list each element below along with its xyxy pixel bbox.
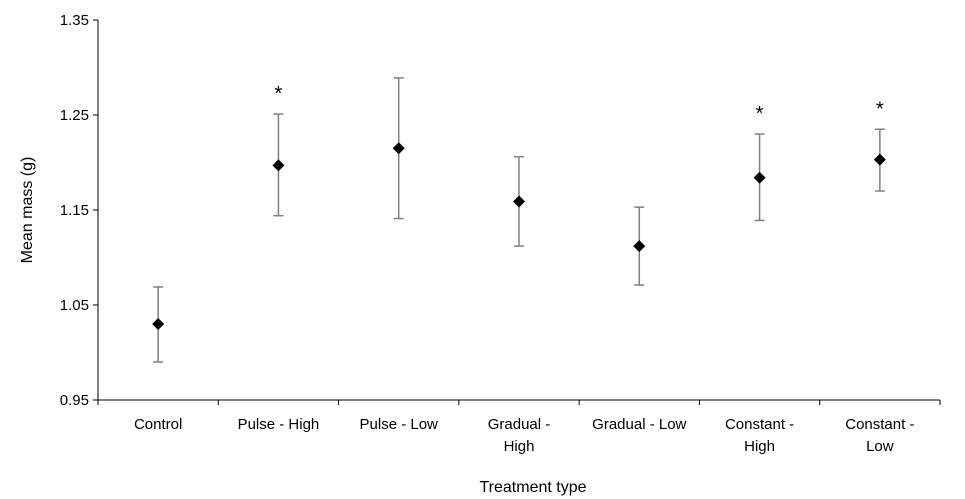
significance-asterisk: * (756, 103, 764, 125)
significance-asterisk: * (275, 83, 283, 105)
x-axis-title: Treatment type (479, 479, 586, 496)
y-axis-title: Mean mass (g) (19, 157, 36, 264)
data-point (513, 195, 525, 208)
data-point (272, 159, 285, 172)
error-bars (153, 77, 885, 363)
y-tick-label: 0.95 (60, 392, 89, 409)
significance-markers: * * * (275, 83, 884, 125)
x-tick-label: Control (134, 416, 182, 433)
x-tick-label: Pulse - Low (360, 416, 439, 433)
data-point (392, 142, 405, 155)
y-tick-label: 1.15 (60, 202, 89, 219)
x-tick-label: Constant -High (725, 416, 794, 455)
y-tick-label: 1.05 (60, 297, 89, 314)
x-tick-label: Gradual -High (488, 416, 551, 455)
x-tick-label: Constant -Low (845, 416, 914, 455)
data-points (152, 142, 886, 330)
y-tick-label: 1.25 (60, 107, 89, 124)
x-tick-label: Pulse - High (238, 416, 320, 433)
x-axis: Control Pulse - High Pulse - Low Gradual -H… (97, 399, 941, 455)
significance-asterisk: * (876, 98, 884, 120)
x-tick-label: Gradual - Low (592, 416, 686, 433)
data-point (873, 153, 886, 166)
y-axis: 0.95 1.05 1.15 1.25 1.35 (60, 12, 99, 409)
data-point (633, 240, 646, 253)
y-tick-label: 1.35 (60, 12, 89, 29)
data-point (152, 318, 165, 330)
data-point (753, 171, 766, 184)
